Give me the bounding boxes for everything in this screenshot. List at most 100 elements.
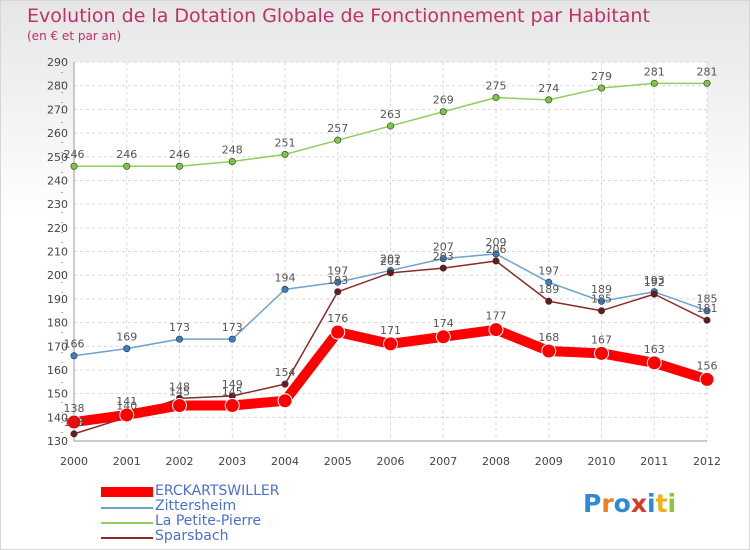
y-tick-label: 230 <box>47 198 68 211</box>
logo-letter: P <box>583 489 602 518</box>
data-label-sparsbach: 206 <box>486 243 507 256</box>
data-label-sparsbach: 140 <box>116 399 137 412</box>
legend-label-erckartswiller: ERCKARTSWILLER <box>155 483 280 499</box>
data-label-la-petite-pierre: 275 <box>486 80 507 93</box>
point-la-petite-pierre <box>228 157 236 165</box>
point-erckartswiller <box>435 329 451 345</box>
logo-letter: i <box>667 489 677 518</box>
data-label-sparsbach: 203 <box>433 250 454 263</box>
point-la-petite-pierre <box>386 122 394 130</box>
y-tick-label: 260 <box>47 127 68 140</box>
y-tick-label: 250 <box>47 151 68 164</box>
legend-swatch-erckartswiller <box>101 487 153 497</box>
point-la-petite-pierre <box>334 136 342 144</box>
point-sparsbach <box>492 257 500 265</box>
point-la-petite-pierre <box>281 150 289 158</box>
data-label-sparsbach: 181 <box>697 302 718 315</box>
point-la-petite-pierre <box>492 94 500 102</box>
logo-letter: x <box>630 489 647 518</box>
point-la-petite-pierre <box>123 162 131 170</box>
data-label-sparsbach: 189 <box>538 283 559 296</box>
y-tick-label: 180 <box>47 317 68 330</box>
point-zittersheim <box>176 335 184 343</box>
data-label-zittersheim: 193 <box>644 274 665 287</box>
data-label-la-petite-pierre: 248 <box>222 143 243 156</box>
chart-subtitle: (en € et par an) <box>27 29 122 43</box>
y-tick-label: 140 <box>47 411 68 424</box>
point-la-petite-pierre <box>176 162 184 170</box>
data-label-erckartswiller: 176 <box>327 312 348 325</box>
point-zittersheim <box>334 278 342 286</box>
data-label-erckartswiller: 141 <box>116 395 137 408</box>
data-label-la-petite-pierre: 269 <box>433 94 454 107</box>
data-label-erckartswiller: 156 <box>697 359 718 372</box>
point-erckartswiller <box>277 393 293 409</box>
x-tick-label: 2010 <box>588 455 616 468</box>
legend-swatch-sparsbach <box>101 537 153 539</box>
x-tick-label: 2001 <box>113 455 141 468</box>
point-zittersheim <box>492 250 500 258</box>
y-tick-label: 200 <box>47 269 68 282</box>
point-erckartswiller <box>330 324 346 340</box>
data-label-zittersheim: 202 <box>380 252 401 265</box>
data-label-erckartswiller: 163 <box>644 343 665 356</box>
legend-swatch-zittersheim <box>101 507 153 509</box>
data-label-sparsbach: 154 <box>275 366 296 379</box>
point-sparsbach <box>703 316 711 324</box>
data-label-zittersheim: 197 <box>538 264 559 277</box>
x-tick-label: 2005 <box>324 455 352 468</box>
point-erckartswiller <box>699 371 715 387</box>
x-tick-label: 2012 <box>693 455 721 468</box>
logo-letter: r <box>601 489 614 518</box>
data-label-la-petite-pierre: 246 <box>64 148 85 161</box>
point-sparsbach <box>439 264 447 272</box>
data-label-erckartswiller: 177 <box>486 310 507 323</box>
y-tick-label: 160 <box>47 364 68 377</box>
x-tick-label: 2007 <box>429 455 457 468</box>
data-label-sparsbach: 148 <box>169 380 190 393</box>
data-label-sparsbach: 192 <box>644 276 665 289</box>
point-zittersheim <box>439 255 447 263</box>
legend-swatch-la-petite-pierre <box>101 522 153 524</box>
data-label-zittersheim: 209 <box>486 236 507 249</box>
data-label-zittersheim: 207 <box>433 241 454 254</box>
y-tick-label: 240 <box>47 174 68 187</box>
legend-label-sparsbach: Sparsbach <box>155 528 229 544</box>
point-la-petite-pierre <box>703 79 711 87</box>
point-erckartswiller <box>646 355 662 371</box>
chart-title: Evolution de la Dotation Globale de Fonc… <box>27 5 650 27</box>
data-labels: 138 141 145 145 176 171 174 177 168 167 163 156 166 1… <box>64 65 718 429</box>
point-la-petite-pierre <box>597 84 605 92</box>
data-label-sparsbach: 149 <box>222 378 243 391</box>
y-tick-label: 190 <box>47 293 68 306</box>
data-label-zittersheim: 166 <box>64 338 85 351</box>
axes: 1301401501601701801902002102202302402502… <box>47 56 721 468</box>
proxiti-logo: Proxiti <box>583 489 676 518</box>
x-tick-label: 2009 <box>535 455 563 468</box>
data-label-la-petite-pierre: 246 <box>169 148 190 161</box>
logo-letter: o <box>613 489 631 518</box>
data-label-zittersheim: 197 <box>327 264 348 277</box>
data-label-erckartswiller: 145 <box>222 385 243 398</box>
point-erckartswiller <box>119 407 135 423</box>
x-tick-label: 2000 <box>60 455 88 468</box>
data-label-la-petite-pierre: 274 <box>538 82 559 95</box>
point-zittersheim <box>70 352 78 360</box>
x-tick-label: 2008 <box>482 455 510 468</box>
data-label-erckartswiller: 167 <box>591 333 612 346</box>
point-sparsbach <box>597 307 605 315</box>
data-label-zittersheim: 173 <box>169 321 190 334</box>
point-la-petite-pierre <box>650 79 658 87</box>
data-label-la-petite-pierre: 281 <box>697 65 718 78</box>
data-label-zittersheim: 189 <box>591 283 612 296</box>
data-label-la-petite-pierre: 279 <box>591 70 612 83</box>
y-tick-label: 280 <box>47 80 68 93</box>
point-erckartswiller <box>224 397 240 413</box>
data-label-erckartswiller: 145 <box>169 385 190 398</box>
point-zittersheim <box>228 335 236 343</box>
x-tick-label: 2006 <box>377 455 405 468</box>
point-la-petite-pierre <box>70 162 78 170</box>
y-tick-label: 130 <box>47 435 68 448</box>
